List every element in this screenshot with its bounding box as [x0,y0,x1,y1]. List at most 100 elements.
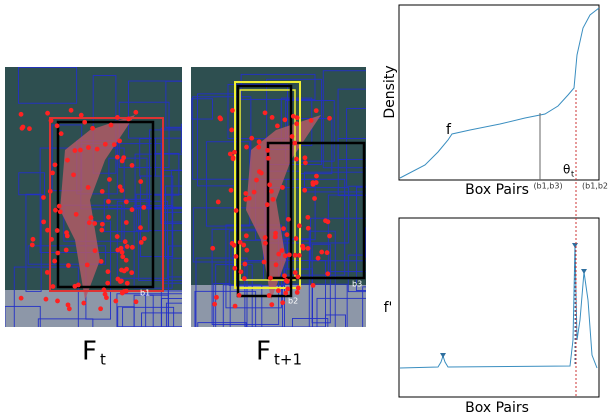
keypoint [210,246,215,251]
keypoint [232,266,237,271]
keypoint [78,148,83,153]
keypoint [125,244,130,249]
keypoint [254,178,259,183]
keypoint [85,262,90,267]
keypoint [134,299,139,304]
keypoint [72,148,77,153]
keypoint [257,169,262,174]
keypoint [44,297,49,302]
keypoint [293,253,298,258]
keypoint [257,139,262,144]
keypoint [93,248,98,253]
keypoint [305,215,310,220]
keypoint [243,191,248,196]
keypoint [231,155,236,160]
keypoint [79,113,84,118]
frame-label: F [256,337,271,367]
keypoint [139,240,144,245]
keypoint [244,248,249,253]
keypoint [59,131,64,136]
keypoint [293,270,298,275]
keypoint [285,279,290,284]
keypoint [244,233,249,238]
x-axis-label: Box Pairs [465,400,529,416]
keypoint [303,160,308,165]
keypoint [285,232,290,237]
keypoint [301,246,306,251]
keypoint [314,174,319,179]
keypoint [141,205,146,210]
keypoint [71,172,76,177]
keypoint [65,233,70,238]
keypoint [112,142,117,147]
pair-label: (b1,b2 [582,182,608,191]
keypoint [106,199,111,204]
keypoint [283,291,288,296]
keypoint [242,276,247,281]
keypoint [282,117,287,122]
pair-label: (b1,b3) [533,182,562,191]
keypoint [87,220,92,225]
keypoint [265,148,270,153]
keypoint [49,237,54,242]
keypoint [271,197,276,202]
keypoint [273,231,278,236]
keypoint [275,123,280,128]
keypoint [48,189,53,194]
keypoint [66,302,71,307]
keypoint [325,250,330,255]
keypoint [106,215,111,220]
keypoint [269,302,274,307]
peak-marker [581,269,587,274]
keypoint [51,284,56,289]
keypoint [325,271,330,276]
keypoint [106,269,111,274]
keypoint [295,290,300,295]
keypoint [90,126,95,131]
keypoint [31,237,36,242]
y-axis-label: f' [384,300,393,316]
keypoint [266,156,271,161]
keypoint [27,126,32,131]
keypoint [280,300,285,305]
keypoint [103,142,108,147]
keypoint [267,293,272,298]
keypoint [282,273,287,278]
keypoint [216,200,221,205]
keypoint [55,123,60,128]
keypoint [268,276,273,281]
keypoint [30,243,35,248]
x-axis-label: Box Pairs [465,182,529,198]
keypoint [76,283,81,288]
keypoint [19,296,24,301]
keypoint [263,110,268,115]
keypoint [283,253,288,258]
keypoint [230,108,235,113]
keypoint [138,225,143,230]
peak-marker [440,353,446,358]
keypoint [323,218,328,223]
keypoint [290,134,295,139]
keypoint [100,189,105,194]
keypoint [233,304,238,309]
proposal-box [356,187,429,290]
keypoint [125,281,130,286]
keypoint [316,256,321,261]
keypoint [280,185,285,190]
keypoint [124,258,129,263]
proposal-box [198,323,246,363]
keypoint [55,251,60,256]
keypoint [280,248,285,253]
keypoint [238,269,243,274]
keypoint [86,145,91,150]
keypoint [123,239,128,244]
keypoint [74,212,79,217]
keypoint [295,274,300,279]
keypoint [120,250,125,255]
keypoint [92,221,97,226]
keypoint [311,182,316,187]
keypoint [113,299,118,304]
keypoint [292,141,297,146]
keypoint [229,128,234,133]
keypoint [100,222,105,227]
